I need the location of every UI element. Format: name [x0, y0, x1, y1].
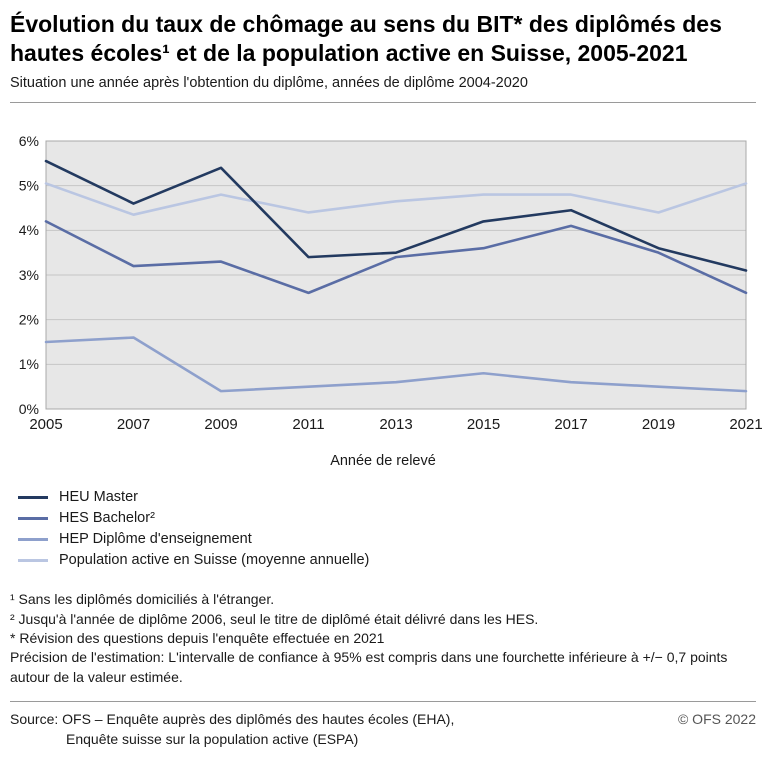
- x-tick-label: 2019: [642, 416, 675, 433]
- x-tick-label: 2015: [467, 416, 500, 433]
- source-block: Source: OFS – Enquête auprès des diplômé…: [10, 710, 454, 749]
- line-chart: 0% 1% 2% 3% 4% 5% 6% 2005 2007 2009 2011 2013 2015 20…: [10, 131, 763, 470]
- footnote: Précision de l'estimation: L'intervalle …: [10, 649, 728, 685]
- x-tick-label: 2007: [117, 416, 150, 433]
- chart-canvas: 0% 1% 2% 3% 4% 5% 6% 2005 2007 2009 2011 2013 2015 20…: [19, 133, 763, 433]
- legend-swatch: [18, 537, 48, 541]
- y-tick-label: 6%: [19, 133, 39, 149]
- plot-border: [45, 140, 747, 410]
- legend-item: HES Bachelor²: [18, 510, 756, 526]
- footnote: ¹ Sans les diplômés domiciliés à l'étran…: [10, 591, 275, 608]
- chart-legend: HEU Master HES Bachelor² HEP Diplôme d'ens…: [18, 489, 756, 568]
- divider-bottom: [10, 700, 756, 702]
- x-tick-label: 2011: [292, 416, 324, 433]
- legend-swatch: [18, 558, 48, 562]
- source-line-1: Source: OFS – Enquête auprès des diplômé…: [10, 710, 455, 727]
- copyright: © OFS 2022: [677, 710, 756, 727]
- divider-top: [10, 102, 756, 104]
- legend-label: HEP Diplôme d'enseignement: [59, 531, 252, 548]
- legend-swatch: [18, 516, 48, 520]
- series-line: [44, 182, 748, 217]
- source-line-2: Enquête suisse sur la population active …: [66, 730, 359, 747]
- legend-label: HEU Master: [59, 489, 138, 506]
- series-line: [44, 336, 748, 393]
- legend-label: Population active en Suisse (moyenne ann…: [59, 552, 370, 569]
- legend-swatch: [18, 495, 48, 499]
- legend-item: Population active en Suisse (moyenne ann…: [18, 552, 756, 568]
- y-tick-label: 0%: [19, 401, 39, 417]
- x-tick-label: 2009: [204, 416, 237, 433]
- y-tick-label: 5%: [19, 178, 39, 194]
- footnote: * Révision des questions depuis l'enquêt…: [10, 630, 385, 647]
- y-tick-label: 2%: [19, 312, 39, 328]
- footnote: ² Jusqu'à l'année de diplôme 2006, seul …: [10, 610, 539, 627]
- page-title: Évolution du taux de chômage au sens du …: [10, 11, 722, 67]
- x-tick-label: 2021: [729, 416, 762, 433]
- footnotes: ¹ Sans les diplômés domiciliés à l'étran…: [10, 590, 756, 687]
- series-line: [44, 220, 748, 295]
- series-line: [44, 160, 748, 273]
- x-tick-label: 2017: [554, 416, 587, 433]
- legend-label: HES Bachelor²: [59, 510, 155, 527]
- footer: Source: OFS – Enquête auprès des diplômé…: [10, 710, 756, 749]
- x-tick-label: 2013: [379, 416, 412, 433]
- x-tick-label: 2005: [29, 416, 62, 433]
- legend-item: HEP Diplôme d'enseignement: [18, 531, 756, 547]
- x-axis-title: Année de relevé: [330, 453, 436, 470]
- legend-item: HEU Master: [18, 489, 756, 505]
- y-tick-label: 3%: [19, 267, 39, 283]
- y-tick-label: 4%: [19, 223, 39, 239]
- page-subtitle: Situation une année après l'obtention du…: [10, 75, 528, 92]
- y-tick-label: 1%: [19, 357, 39, 373]
